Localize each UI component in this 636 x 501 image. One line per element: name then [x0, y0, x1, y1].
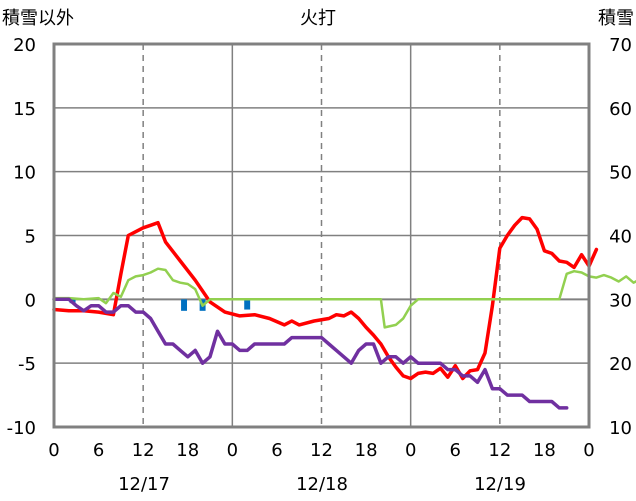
left-tick-label: 20 — [13, 35, 36, 56]
series — [52, 215, 636, 410]
right-tick-label: 30 — [609, 290, 632, 311]
x-tick-label: 6 — [93, 440, 104, 461]
plot-frame — [52, 42, 591, 429]
x-tick-label: 0 — [48, 440, 59, 461]
right-axis-title: 積雪 — [598, 8, 634, 29]
x-tick-label: 18 — [176, 440, 199, 461]
date-label-1: 12/17 — [118, 474, 170, 495]
chart-title: 火打 — [300, 8, 336, 29]
x-tick-label: 18 — [533, 440, 556, 461]
precip-bar — [181, 299, 188, 311]
x-tick-label: 18 — [355, 440, 378, 461]
series-line-green — [52, 267, 636, 329]
right-tick-label: 40 — [609, 227, 632, 248]
right-tick-label: 20 — [609, 354, 632, 375]
x-tick-label: 0 — [583, 440, 594, 461]
x-tick-label: 0 — [405, 440, 416, 461]
x-tick-label: 0 — [227, 440, 238, 461]
right-tick-label: 60 — [609, 99, 632, 120]
series-line-purple — [52, 297, 569, 410]
x-tick-label: 12 — [132, 440, 155, 461]
precip-bar — [244, 299, 251, 310]
x-tick-label: 12 — [310, 440, 333, 461]
x-tick-label: 6 — [450, 440, 461, 461]
left-axis-title: 積雪以外 — [2, 8, 74, 29]
series-line-red — [52, 215, 599, 381]
x-tick-label: 6 — [271, 440, 282, 461]
left-tick-label: -5 — [18, 354, 36, 375]
left-tick-label: 15 — [13, 99, 36, 120]
right-tick-label: 50 — [609, 163, 632, 184]
date-label-2: 12/18 — [296, 474, 348, 495]
frame — [52, 42, 591, 429]
right-tick-label: 70 — [609, 35, 632, 56]
left-tick-label: -10 — [7, 418, 36, 439]
left-tick-label: 5 — [25, 227, 36, 248]
left-tick-label: 0 — [25, 290, 36, 311]
date-label-3: 12/19 — [474, 474, 526, 495]
left-tick-label: 10 — [13, 163, 36, 184]
right-tick-label: 10 — [609, 418, 632, 439]
x-tick-label: 12 — [488, 440, 511, 461]
